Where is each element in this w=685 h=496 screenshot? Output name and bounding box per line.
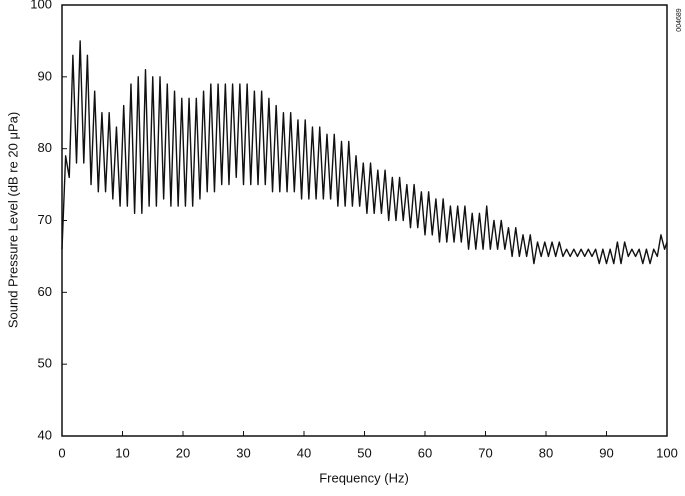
x-tick-label: 70 <box>478 445 492 460</box>
plot-frame <box>61 4 668 437</box>
x-axis-label: Frequency (Hz) <box>319 470 409 485</box>
x-tick-label: 90 <box>599 445 613 460</box>
x-tick-label: 50 <box>357 445 371 460</box>
y-tick-label: 70 <box>38 212 52 227</box>
x-tick-label: 0 <box>58 445 65 460</box>
y-tick-label: 60 <box>38 284 52 299</box>
x-tick-label: 40 <box>297 445 311 460</box>
y-tick-label: 80 <box>38 140 52 155</box>
x-tick-label: 80 <box>539 445 553 460</box>
y-tick-label: 50 <box>38 356 52 371</box>
x-tick-label: 20 <box>176 445 190 460</box>
x-tick-label: 30 <box>236 445 250 460</box>
y-tick-label: 100 <box>30 0 52 11</box>
x-tick-label: 60 <box>418 445 432 460</box>
annotation: 004689 <box>676 8 683 31</box>
data-line <box>61 40 668 265</box>
x-tick-label: 100 <box>656 445 678 460</box>
y-axis-label: Sound Pressure Level (dB re 20 μPa) <box>5 112 20 328</box>
y-tick-label: 90 <box>38 68 52 83</box>
x-tick-label: 10 <box>115 445 129 460</box>
y-tick-label: 40 <box>38 427 52 442</box>
